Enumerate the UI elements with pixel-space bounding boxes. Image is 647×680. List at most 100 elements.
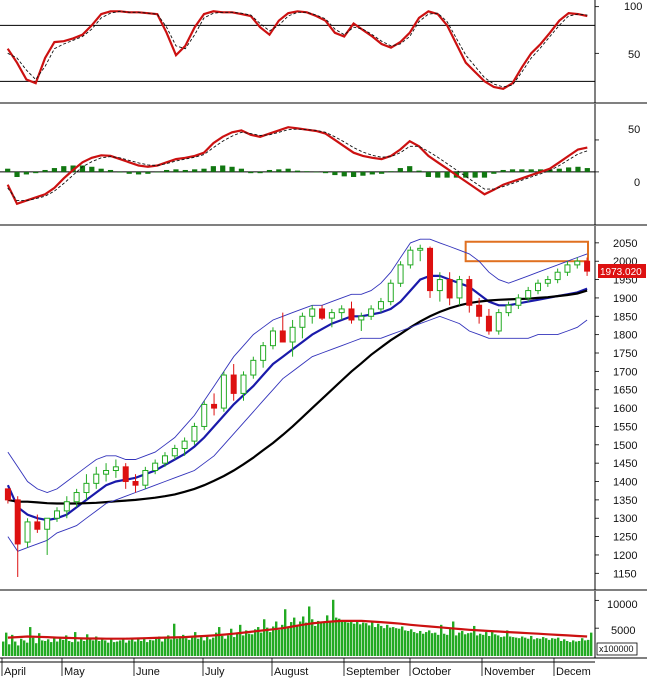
volume-bar (17, 645, 20, 656)
volume-bar (119, 640, 122, 656)
volume-bar (446, 634, 449, 656)
volume-bar (104, 640, 107, 656)
volume-bar (203, 640, 206, 656)
macd-histogram-bar (14, 171, 20, 177)
candle-body (505, 304, 512, 314)
candle-body (554, 271, 561, 281)
volume-bar (581, 638, 584, 656)
month-label-october: October (412, 666, 451, 678)
volume-bar (530, 635, 533, 656)
volume-bar (278, 629, 281, 656)
candle-body (152, 462, 159, 472)
price-tick-label-1350: 1350 (613, 495, 637, 507)
macd-series-line-0 (6, 126, 588, 206)
macd-series-line-1 (7, 128, 588, 202)
volume-bar (221, 635, 224, 656)
candle-body (63, 501, 70, 512)
macd-histogram-bar (360, 171, 366, 176)
volume-bar (488, 635, 491, 656)
volume-bar (182, 634, 185, 656)
candle-body (544, 279, 551, 284)
volume-bar (185, 638, 188, 656)
volume-bar (230, 628, 233, 656)
volume-bar (212, 637, 215, 656)
volume-bar (173, 623, 176, 656)
macd-histogram-bar (42, 169, 48, 172)
volume-bar (239, 624, 242, 656)
volume-bar (110, 639, 113, 656)
volume-bar (179, 637, 182, 656)
volume-bar (80, 638, 83, 656)
volume-bar (296, 625, 299, 656)
candle-body (201, 403, 208, 427)
volume-bar (356, 621, 359, 656)
volume-bar (398, 628, 401, 656)
volume-bar (338, 618, 341, 656)
volume-bar (572, 640, 575, 656)
price-tick-label-1800: 1800 (613, 330, 637, 342)
candle-body (299, 315, 306, 328)
candle-body (407, 249, 414, 266)
volume-bar (32, 637, 35, 656)
macd-histogram-bar (379, 171, 385, 174)
volume-bar (422, 633, 425, 656)
volume-bar (386, 624, 389, 656)
macd-histogram-bar (135, 171, 142, 175)
volume-bar (332, 599, 335, 656)
volume-bar (218, 627, 221, 656)
macd-histogram-bar (126, 171, 132, 174)
candle-body (279, 330, 286, 343)
candle-body (83, 482, 90, 494)
volume-bar (227, 635, 230, 656)
volume-bar (587, 639, 590, 656)
volume-bar (389, 627, 392, 656)
candle-body (436, 279, 443, 292)
volume-bar (497, 635, 500, 656)
volume-bar (470, 632, 473, 656)
volume-bar (68, 640, 71, 656)
price-overlay-line-1 (7, 289, 588, 505)
price-tick-label-1900: 1900 (613, 293, 637, 305)
price-overlay-line-3 (7, 315, 588, 552)
volume-bar (170, 639, 173, 656)
stochastic-panel (0, 0, 647, 104)
volume-bar (14, 641, 17, 656)
macd-histogram-bar (276, 169, 282, 172)
volume-bar (518, 638, 521, 656)
volume-bar (479, 633, 482, 656)
macd-histogram-bar (332, 171, 338, 176)
volume-bar (287, 626, 290, 656)
candle-body (181, 440, 188, 449)
volume-bar (275, 621, 278, 656)
macd-histogram-bar (463, 171, 469, 178)
volume-bar (176, 638, 179, 656)
macd-histogram-bar (556, 168, 562, 172)
candle-body (564, 264, 571, 273)
price-tick-label-1300: 1300 (613, 513, 637, 525)
volume-bar (428, 630, 431, 656)
price-tick-label-1400: 1400 (613, 477, 637, 489)
volume-tick-5000: 5000 (611, 625, 635, 637)
candle-body (171, 447, 178, 457)
volume-bar (98, 640, 101, 656)
macd-histogram-bar (79, 165, 86, 172)
volume-bar (590, 632, 593, 656)
volume-bar (425, 632, 428, 656)
volume-bar (308, 606, 311, 656)
macd-histogram-bar (369, 171, 375, 175)
volume-bar (407, 630, 410, 656)
volume-bar (521, 636, 524, 656)
volume-bar (116, 641, 119, 656)
volume-panel (0, 591, 647, 659)
volume-bar (53, 636, 56, 656)
volume-bar (509, 636, 512, 656)
volume-unit-label: x100000 (599, 644, 634, 654)
volume-bar (281, 624, 284, 656)
volume-bar (140, 640, 143, 656)
volume-bar (305, 622, 308, 656)
volume-bar (566, 640, 569, 656)
stoch-series-line-0 (6, 10, 588, 90)
volume-bar (554, 638, 557, 656)
candle-body (53, 510, 60, 519)
month-label-august: August (274, 666, 308, 678)
